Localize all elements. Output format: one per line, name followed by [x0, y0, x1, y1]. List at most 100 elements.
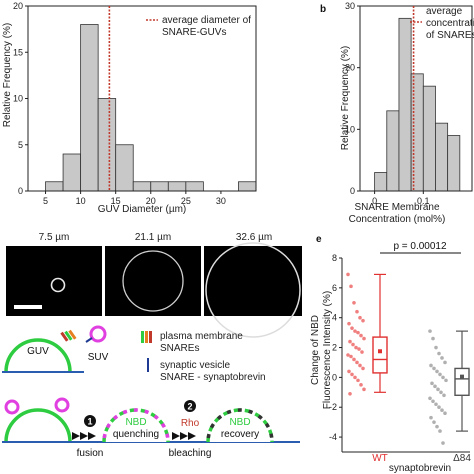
data-point [348, 392, 352, 396]
guv-bleached-patches [206, 408, 274, 443]
data-point [439, 390, 443, 395]
guv-docked-membrane [4, 408, 72, 443]
legend-vesicle-line1: synaptic vesicle [160, 360, 230, 371]
data-point [359, 333, 363, 338]
data-point [440, 408, 444, 413]
data-point [349, 354, 353, 359]
panel-e-boxes [372, 273, 470, 432]
suv-vesicle [89, 325, 107, 343]
panel-a-legend-line1: average diameter of [162, 15, 251, 26]
panel-a-bar [62, 153, 82, 192]
legend-vesicle-line2: SNARE - synaptobrevin [160, 372, 266, 383]
data-point [350, 372, 354, 377]
panel-a-ytick-label: 0 [18, 186, 23, 196]
data-point [432, 420, 436, 424]
data-point [346, 272, 350, 277]
panel-e-axes: -4 -2 0 2 4 6 8 WT Δ84 [329, 253, 471, 464]
panel-b-ylabel: Relative Frequency (%) [340, 46, 351, 150]
panel-a-bars [45, 24, 257, 192]
panel-a-bar [115, 144, 134, 192]
legend-snare-line2: SNAREs [160, 343, 199, 354]
panel-a-xtick-label: 20 [146, 196, 156, 206]
data-point [361, 366, 365, 371]
data-point [352, 357, 356, 362]
panel-a-bar [45, 181, 64, 192]
panel-a-bar [80, 24, 99, 192]
panel-e-points [346, 272, 448, 445]
data-point [440, 356, 444, 360]
synaptobrevin-stalk [85, 337, 93, 343]
data-point [434, 402, 438, 407]
guv-snare-proteins [60, 329, 77, 342]
data-point [354, 345, 358, 350]
step-2-number: 2 [187, 402, 192, 412]
guv-membrane [4, 338, 72, 373]
data-point [431, 336, 435, 341]
guv-fused-vesicle-patches [102, 408, 170, 443]
data-point [355, 309, 359, 314]
panel-b-bar [374, 172, 388, 192]
box-mean [460, 374, 464, 379]
step-2-badge [184, 400, 196, 412]
category-label: Δ84 [453, 453, 471, 464]
panel-b-bar [422, 85, 436, 192]
data-point [353, 375, 357, 380]
panel-a-ytick-label: 10 [13, 94, 23, 104]
data-point [347, 369, 351, 374]
data-point [431, 399, 435, 404]
panel-b-ytick-label: 20 [345, 63, 355, 73]
panel-a-bar [150, 181, 169, 192]
state-2-title: NBD [229, 417, 250, 428]
suv-label: SUV [88, 352, 109, 363]
data-point [358, 363, 362, 368]
data-point [428, 329, 432, 333]
panel-a-bar [238, 181, 257, 192]
panel-e-ylabel-line2: Fluorescence Intensity (%) [322, 291, 333, 409]
panel-a-ytick-label: 20 [13, 1, 23, 11]
data-point [444, 378, 448, 383]
docked-suv-right [54, 397, 70, 413]
panel-a-ytick-label: 15 [13, 47, 23, 57]
data-point [356, 378, 360, 383]
panel-e-ytick-label: 8 [332, 253, 337, 263]
state-2-subtitle: recovery [221, 429, 259, 440]
small-guv-ring [50, 277, 66, 293]
data-point [438, 372, 442, 377]
data-point [442, 393, 446, 398]
data-point [437, 351, 441, 356]
panel-a-bar [97, 98, 117, 192]
panel-a-bar [167, 181, 187, 192]
panel-e-label: e [316, 234, 322, 245]
panel-b-bar [386, 110, 400, 192]
panel-a-xtick-label: 30 [216, 196, 226, 206]
panel-d-micrographs: 7.5 µm 21.1 µm 32.6 µm [6, 232, 302, 338]
data-point [428, 396, 432, 401]
guv-label: GUV [27, 346, 49, 357]
data-point [429, 363, 433, 368]
panel-e-ylabel-line1: Change of NBD [310, 315, 321, 385]
micrograph-2-size: 21.1 µm [135, 232, 171, 243]
panel-a-bar [185, 181, 204, 192]
panel-b-ytick-label: 10 [345, 124, 355, 134]
data-point [443, 360, 447, 365]
panel-e-ytick-label: 0 [332, 372, 337, 382]
box-mean [378, 349, 382, 354]
panel-b-legend-line2: concentration [426, 18, 474, 29]
panel-b-histogram: b 0 0.1 0 10 20 30 Relative Frequency (%) SNA… [320, 1, 474, 225]
legend-snare-line1: plasma membrane [160, 331, 243, 342]
data-point [351, 342, 355, 347]
data-point [347, 321, 351, 326]
panel-a-xtick-label: 5 [43, 196, 48, 206]
data-point [435, 369, 439, 374]
data-point [362, 387, 366, 392]
data-point [362, 336, 366, 341]
data-point [348, 339, 352, 344]
data-point [437, 405, 441, 410]
data-point [436, 387, 440, 392]
snare-pair-icon [141, 331, 152, 343]
data-point [443, 411, 447, 416]
data-point [357, 347, 361, 351]
panel-b-bar [447, 135, 461, 192]
data-point [438, 429, 442, 433]
